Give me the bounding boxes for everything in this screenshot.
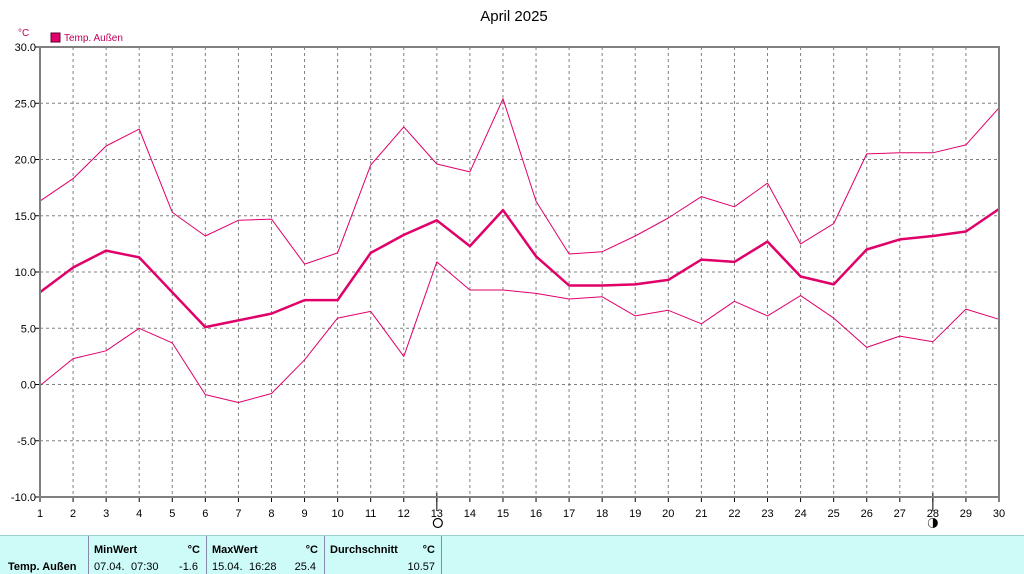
x-tick-label: 24 <box>794 508 806 520</box>
moon-markers <box>432 493 938 529</box>
series-line-min <box>39 261 1000 403</box>
avg-value: 10.57 <box>407 561 435 573</box>
y-tick-label: 25.0 <box>15 98 36 110</box>
plot-frame <box>39 46 1000 498</box>
min-time: 07:30 <box>131 561 159 573</box>
x-tick-label: 23 <box>761 508 773 520</box>
x-tick-label: 7 <box>235 508 241 520</box>
y-tick-label: 0.0 <box>21 380 36 392</box>
statistics-table: Temp. Außen MinWert °C 07.04. 07:30 -1.6… <box>0 535 1024 574</box>
avg-header: Durchschnitt <box>330 544 398 556</box>
new-moon-icon-highlight <box>928 518 933 528</box>
x-tick-label: 30 <box>993 508 1005 520</box>
x-tick-label: 17 <box>563 508 575 520</box>
min-date: 07.04. <box>94 561 125 573</box>
x-tick-label: 21 <box>695 508 707 520</box>
x-tick-label: 4 <box>136 508 142 520</box>
stats-series-cell: Temp. Außen <box>0 536 89 574</box>
x-tick-label: 22 <box>728 508 740 520</box>
series-line-max <box>39 98 1000 265</box>
y-tick-label: 30.0 <box>15 42 36 54</box>
stats-series-label: Temp. Außen <box>8 561 77 573</box>
x-tick-label: 10 <box>331 508 343 520</box>
y-tick-label: 20.0 <box>15 155 36 167</box>
x-tick-label: 20 <box>662 508 674 520</box>
x-tick-label: 29 <box>960 508 972 520</box>
x-tick-label: 18 <box>596 508 608 520</box>
x-tick-label: 19 <box>629 508 641 520</box>
legend-label: Temp. Außen <box>64 33 123 44</box>
max-time: 16:28 <box>249 561 277 573</box>
y-axis-ticks: 30.0 25.0 20.0 15.0 10.0 5.0 0.0 -5.0 -10.0 <box>11 42 40 504</box>
x-tick-label: 28 <box>927 508 939 520</box>
avg-unit: °C <box>422 544 435 556</box>
temperature-chart: April 2025 °C Temp. Außen 30.025.020.015… <box>11 8 1005 529</box>
x-tick-label: 1 <box>37 508 43 520</box>
x-tick-label: 12 <box>398 508 410 520</box>
max-header: MaxWert <box>212 544 258 556</box>
min-header: MinWert <box>94 544 138 556</box>
y-tick-label: -10.0 <box>11 492 36 504</box>
x-tick-label: 15 <box>497 508 509 520</box>
x-tick-label: 27 <box>894 508 906 520</box>
legend: Temp. Außen <box>50 32 123 44</box>
x-tick-label: 3 <box>103 508 109 520</box>
y-tick-label: -5.0 <box>17 436 36 448</box>
stats-min-cell: MinWert °C 07.04. 07:30 -1.6 <box>89 536 207 574</box>
x-tick-label: 16 <box>530 508 542 520</box>
x-tick-label: 13 <box>431 508 443 520</box>
chart-title: April 2025 <box>480 8 548 25</box>
full-moon-icon <box>432 517 443 529</box>
x-tick-label: 6 <box>202 508 208 520</box>
stats-avg-cell: Durchschnitt °C 10.57 <box>325 536 442 574</box>
max-unit: °C <box>305 544 318 556</box>
min-value: -1.6 <box>179 561 198 573</box>
x-axis-ticks: 1 2 3 4 5 6 7 8 9 10 11 12 13 14 15 16 17 18 19 20 21 22 23 24 2… <box>37 497 1005 520</box>
y-unit-label: °C <box>18 28 29 39</box>
max-date: 15.04. <box>212 561 243 573</box>
x-tick-label: 25 <box>828 508 840 520</box>
y-tick-label: 10.0 <box>15 267 36 279</box>
series-lines <box>39 98 1000 403</box>
stats-max-cell: MaxWert °C 15.04. 16:28 25.4 <box>207 536 325 574</box>
x-tick-label: 2 <box>70 508 76 520</box>
grid <box>39 46 1000 498</box>
x-tick-label: 9 <box>301 508 307 520</box>
x-tick-label: 11 <box>365 508 376 520</box>
y-tick-label: 5.0 <box>21 323 36 335</box>
x-tick-label: 26 <box>861 508 873 520</box>
max-value: 25.4 <box>294 561 316 573</box>
x-tick-label: 14 <box>464 508 476 520</box>
series-line-avg <box>39 207 1000 329</box>
legend-swatch <box>50 32 61 43</box>
min-unit: °C <box>187 544 200 556</box>
y-tick-label: 15.0 <box>15 211 36 223</box>
x-tick-label: 5 <box>169 508 175 520</box>
x-tick-label: 8 <box>268 508 274 520</box>
